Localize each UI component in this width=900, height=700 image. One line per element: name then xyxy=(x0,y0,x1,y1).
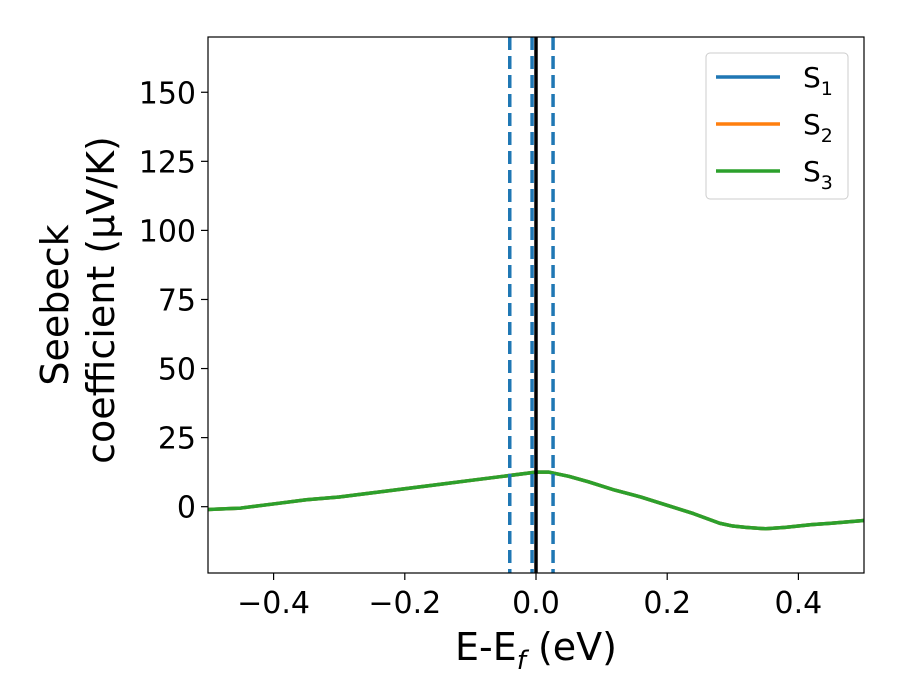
y-tick-label: 25 xyxy=(158,422,196,457)
x-tick-label: 0.4 xyxy=(775,586,823,621)
legend-label-1: S1 xyxy=(803,61,833,100)
legend-label-2: S2 xyxy=(803,108,833,147)
x-axis-label-main: E-E xyxy=(455,625,517,669)
y-tick-label: 50 xyxy=(158,353,196,388)
legend-frame xyxy=(705,52,849,200)
x-axis-label-unit: (eV) xyxy=(526,625,617,669)
x-axis-label: E-Ef (eV) xyxy=(455,625,617,676)
y-tick-label: 125 xyxy=(139,145,196,180)
y-tick-label: 0 xyxy=(177,491,196,526)
series-line-3 xyxy=(208,470,864,531)
y-tick-label: 150 xyxy=(139,76,196,111)
x-tick-label: −0.2 xyxy=(368,586,441,621)
vline-layer xyxy=(508,37,555,573)
y-axis-label-line1: Seebeck xyxy=(33,224,77,385)
x-axis-ticks: −0.4 −0.2 0.0 0.2 0.4 xyxy=(237,573,822,621)
y-tick-label: 100 xyxy=(139,214,196,249)
y-tick-label: 75 xyxy=(158,283,196,318)
legend-label-3: S3 xyxy=(803,155,833,194)
x-tick-label: 0.2 xyxy=(643,586,691,621)
y-axis-ticks: 0 25 50 75 100 125 150 xyxy=(139,76,208,526)
x-tick-label: 0.0 xyxy=(512,586,560,621)
series-layer xyxy=(208,470,864,531)
y-axis-label-line2: coefficient (μV/K) xyxy=(79,136,123,464)
legend: S1 S2 S3 xyxy=(705,52,849,200)
x-tick-label: −0.4 xyxy=(237,586,310,621)
